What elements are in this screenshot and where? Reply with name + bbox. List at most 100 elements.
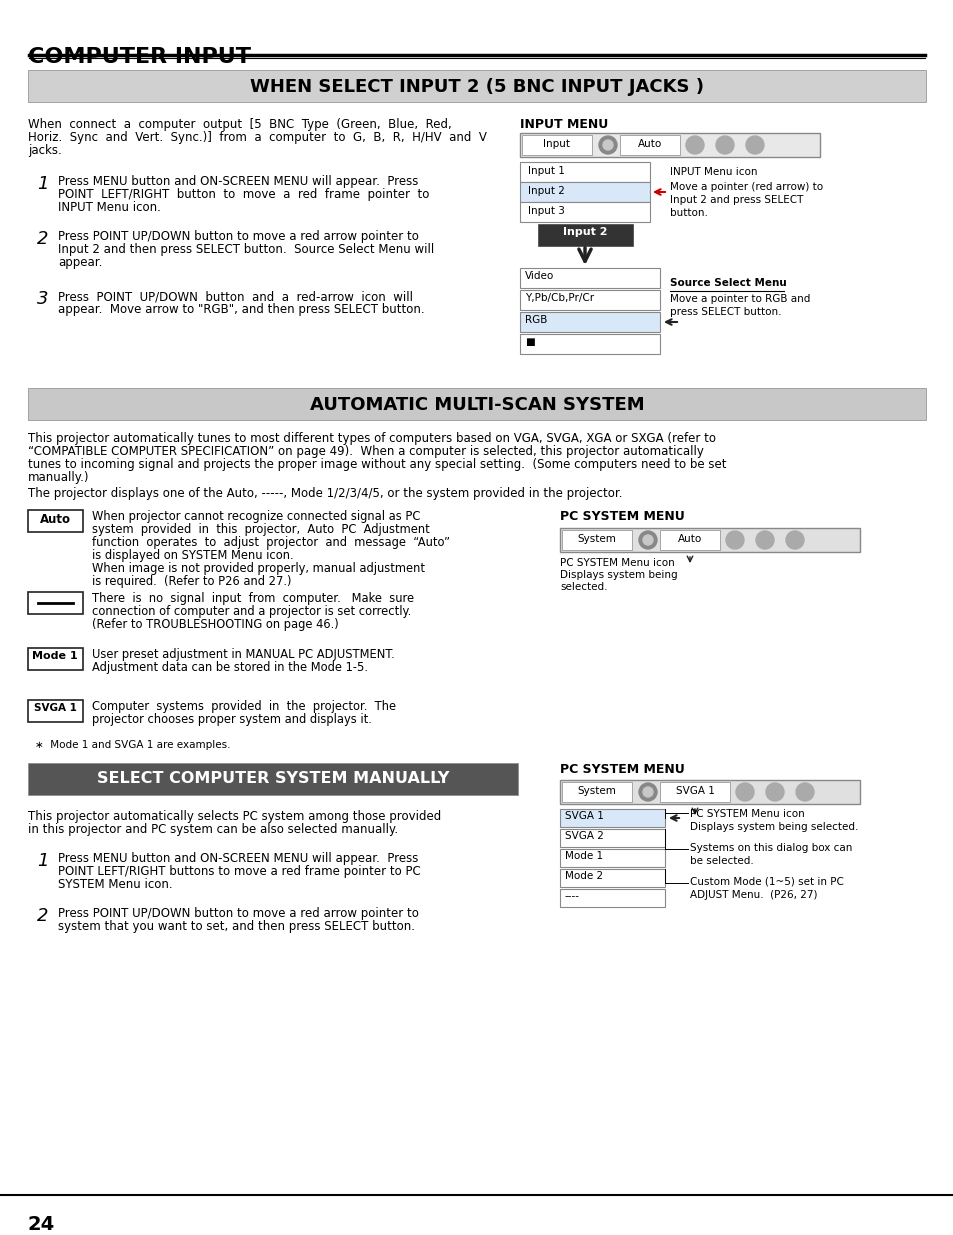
FancyBboxPatch shape (519, 182, 649, 203)
Text: SVGA 1: SVGA 1 (675, 785, 714, 797)
Text: SYSTEM Menu icon.: SYSTEM Menu icon. (58, 878, 172, 890)
Text: Auto: Auto (39, 513, 71, 526)
Text: selected.: selected. (559, 582, 607, 592)
FancyBboxPatch shape (537, 224, 633, 246)
Text: Input 2 and press SELECT: Input 2 and press SELECT (669, 195, 802, 205)
Text: ADJUST Menu.  (P26, 27): ADJUST Menu. (P26, 27) (689, 890, 817, 900)
Text: This projector automatically tunes to most different types of computers based on: This projector automatically tunes to mo… (28, 432, 716, 445)
FancyBboxPatch shape (559, 781, 859, 804)
Text: User preset adjustment in MANUAL PC ADJUSTMENT.: User preset adjustment in MANUAL PC ADJU… (91, 648, 395, 661)
Text: SELECT COMPUTER SYSTEM MANUALLY: SELECT COMPUTER SYSTEM MANUALLY (96, 771, 449, 785)
Circle shape (642, 787, 652, 797)
FancyBboxPatch shape (561, 530, 631, 550)
Text: WHEN SELECT INPUT 2 (5 BNC INPUT JACKS ): WHEN SELECT INPUT 2 (5 BNC INPUT JACKS ) (250, 78, 703, 96)
FancyBboxPatch shape (28, 763, 517, 795)
Text: Input 2 and then press SELECT button.  Source Select Menu will: Input 2 and then press SELECT button. So… (58, 243, 434, 256)
Circle shape (755, 531, 773, 550)
Text: 1: 1 (37, 175, 49, 193)
FancyBboxPatch shape (519, 333, 659, 354)
Circle shape (639, 783, 657, 802)
FancyBboxPatch shape (619, 135, 679, 156)
Text: Press MENU button and ON-SCREEN MENU will appear.  Press: Press MENU button and ON-SCREEN MENU wil… (58, 852, 418, 864)
Text: 24: 24 (28, 1215, 55, 1234)
Text: Source Select Menu: Source Select Menu (669, 278, 786, 288)
Circle shape (735, 783, 753, 802)
FancyBboxPatch shape (519, 203, 649, 222)
FancyBboxPatch shape (28, 592, 83, 614)
FancyBboxPatch shape (521, 135, 592, 156)
FancyBboxPatch shape (559, 889, 664, 906)
Text: Mode 1: Mode 1 (32, 651, 78, 661)
Text: be selected.: be selected. (689, 856, 753, 866)
FancyBboxPatch shape (519, 290, 659, 310)
Text: Auto: Auto (638, 140, 661, 149)
Text: function  operates  to  adjust  projector  and  message  “Auto”: function operates to adjust projector an… (91, 536, 450, 550)
Text: POINT LEFT/RIGHT buttons to move a red frame pointer to PC: POINT LEFT/RIGHT buttons to move a red f… (58, 864, 420, 878)
FancyBboxPatch shape (561, 782, 631, 802)
Text: COMPUTER INPUT: COMPUTER INPUT (28, 47, 251, 67)
Text: When image is not provided properly, manual adjustment: When image is not provided properly, man… (91, 562, 424, 576)
Text: SVGA 1: SVGA 1 (564, 811, 603, 821)
Text: “COMPATIBLE COMPUTER SPECIFICATION” on page 49).  When a computer is selected, t: “COMPATIBLE COMPUTER SPECIFICATION” on p… (28, 445, 703, 458)
Text: INPUT Menu icon: INPUT Menu icon (669, 167, 757, 177)
FancyBboxPatch shape (519, 268, 659, 288)
FancyBboxPatch shape (28, 648, 83, 671)
Text: system  provided  in  this  projector,  Auto  PC  Adjustment: system provided in this projector, Auto … (91, 522, 429, 536)
FancyBboxPatch shape (28, 388, 925, 420)
Text: Press MENU button and ON-SCREEN MENU will appear.  Press: Press MENU button and ON-SCREEN MENU wil… (58, 175, 418, 188)
Text: Custom Mode (1~5) set in PC: Custom Mode (1~5) set in PC (689, 877, 843, 887)
Text: Move a pointer (red arrow) to: Move a pointer (red arrow) to (669, 182, 822, 191)
Circle shape (642, 535, 652, 545)
Text: System: System (577, 785, 616, 797)
FancyBboxPatch shape (519, 162, 649, 182)
Text: ∗  Mode 1 and SVGA 1 are examples.: ∗ Mode 1 and SVGA 1 are examples. (35, 740, 231, 750)
Text: Input 2: Input 2 (562, 227, 607, 237)
FancyBboxPatch shape (559, 869, 664, 887)
Text: appear.: appear. (58, 256, 102, 269)
Circle shape (685, 136, 703, 154)
Circle shape (795, 783, 813, 802)
Text: INPUT Menu icon.: INPUT Menu icon. (58, 201, 161, 214)
FancyBboxPatch shape (28, 70, 925, 103)
Text: Adjustment data can be stored in the Mode 1-5.: Adjustment data can be stored in the Mod… (91, 661, 368, 674)
Text: PC SYSTEM Menu icon: PC SYSTEM Menu icon (559, 558, 674, 568)
Text: system that you want to set, and then press SELECT button.: system that you want to set, and then pr… (58, 920, 415, 932)
Text: projector chooses proper system and displays it.: projector chooses proper system and disp… (91, 713, 372, 726)
Text: connection of computer and a projector is set correctly.: connection of computer and a projector i… (91, 605, 411, 618)
Text: PC SYSTEM MENU: PC SYSTEM MENU (559, 510, 684, 522)
Text: Video: Video (524, 270, 554, 282)
Text: press SELECT button.: press SELECT button. (669, 308, 781, 317)
Circle shape (639, 531, 657, 550)
Text: Auto: Auto (678, 534, 701, 543)
Text: SVGA 2: SVGA 2 (564, 831, 603, 841)
Text: PC SYSTEM Menu icon: PC SYSTEM Menu icon (689, 809, 804, 819)
Text: 2: 2 (37, 230, 49, 248)
FancyBboxPatch shape (659, 530, 720, 550)
FancyBboxPatch shape (559, 529, 859, 552)
Text: When projector cannot recognize connected signal as PC: When projector cannot recognize connecte… (91, 510, 420, 522)
Text: PC SYSTEM MENU: PC SYSTEM MENU (559, 763, 684, 776)
FancyBboxPatch shape (559, 848, 664, 867)
Circle shape (785, 531, 803, 550)
Text: ■: ■ (524, 337, 535, 347)
Text: jacks.: jacks. (28, 144, 62, 157)
Text: Press POINT UP/DOWN button to move a red arrow pointer to: Press POINT UP/DOWN button to move a red… (58, 906, 418, 920)
Text: 2: 2 (37, 906, 49, 925)
Text: Mode 2: Mode 2 (564, 871, 602, 881)
Text: Computer  systems  provided  in  the  projector.  The: Computer systems provided in the project… (91, 700, 395, 713)
Text: AUTOMATIC MULTI-SCAN SYSTEM: AUTOMATIC MULTI-SCAN SYSTEM (310, 396, 643, 414)
Text: ----: ---- (564, 890, 579, 902)
Text: There  is  no  signal  input  from  computer.   Make  sure: There is no signal input from computer. … (91, 592, 414, 605)
Text: tunes to incoming signal and projects the proper image without any special setti: tunes to incoming signal and projects th… (28, 458, 726, 471)
FancyBboxPatch shape (28, 510, 83, 532)
Text: When  connect  a  computer  output  [5  BNC  Type  (Green,  Blue,  Red,: When connect a computer output [5 BNC Ty… (28, 119, 452, 131)
Text: appear.  Move arrow to "RGB", and then press SELECT button.: appear. Move arrow to "RGB", and then pr… (58, 303, 424, 316)
Text: Move a pointer to RGB and: Move a pointer to RGB and (669, 294, 809, 304)
FancyBboxPatch shape (519, 312, 659, 332)
Circle shape (765, 783, 783, 802)
Text: in this projector and PC system can be also selected manually.: in this projector and PC system can be a… (28, 823, 397, 836)
FancyBboxPatch shape (559, 809, 664, 827)
Text: Input: Input (543, 140, 570, 149)
Text: is required.  (Refer to P26 and 27.): is required. (Refer to P26 and 27.) (91, 576, 292, 588)
Text: System: System (577, 534, 616, 543)
